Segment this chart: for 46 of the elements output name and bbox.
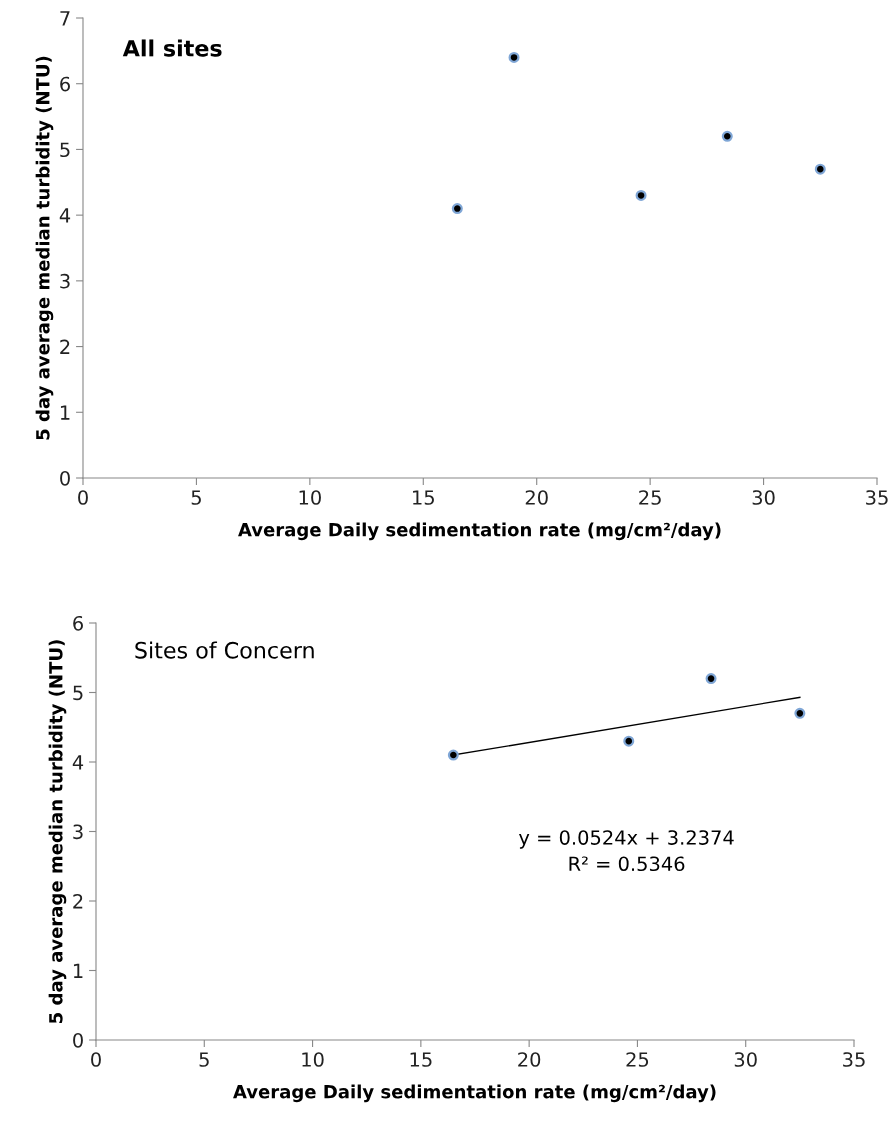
x-tick-label: 0 bbox=[91, 1052, 101, 1067]
x-tick-label: 20 bbox=[518, 1052, 541, 1067]
x-tick-label: 5 bbox=[199, 1052, 209, 1067]
point bbox=[794, 707, 806, 719]
x-tick-label: 15 bbox=[413, 490, 434, 505]
y-tick-label: 1 bbox=[60, 405, 70, 420]
point bbox=[623, 735, 635, 747]
y-tick-label: 5 bbox=[60, 142, 70, 158]
x-axis-title: Average Daily sedimentation rate (mg/cm²/day) bbox=[238, 522, 721, 541]
x-tick-label: 15 bbox=[410, 1052, 432, 1067]
point bbox=[814, 163, 826, 175]
x-tick-label: 5 bbox=[191, 490, 201, 505]
y-axis-title: 5 day average median turbidity (NTU) bbox=[35, 56, 54, 440]
x-tick-label: 25 bbox=[626, 1052, 649, 1067]
text: All sites bbox=[122, 39, 222, 57]
y-tick-label: 4 bbox=[59, 208, 71, 223]
point bbox=[705, 673, 717, 685]
x-axis-title: Average Daily sedimentation rate (mg/cm²/day) bbox=[233, 1084, 716, 1103]
text: Sites of Concern bbox=[135, 641, 314, 659]
y-tick-label: 2 bbox=[73, 893, 83, 909]
y-axis-title: 5 day average median turbidity (NTU) bbox=[48, 640, 67, 1023]
x-tick-label: 20 bbox=[525, 490, 548, 505]
x-tick-label: 10 bbox=[299, 490, 321, 505]
y-tick-label: 0 bbox=[73, 1032, 83, 1048]
x-tick-label: 35 bbox=[843, 1052, 865, 1067]
y-tick-label: 3 bbox=[73, 824, 83, 840]
y-tick-label: 6 bbox=[60, 76, 70, 92]
point bbox=[447, 749, 459, 761]
y-tick-label: 0 bbox=[60, 470, 70, 486]
y-tick-label: 4 bbox=[72, 755, 84, 770]
x-tick-label: 10 bbox=[302, 1052, 324, 1067]
point bbox=[635, 189, 647, 201]
point bbox=[451, 203, 463, 215]
y-tick-label: 5 bbox=[73, 685, 83, 701]
x-tick-label: 25 bbox=[639, 490, 661, 505]
x-tick-label: 30 bbox=[752, 490, 775, 505]
y-tick-label: 7 bbox=[60, 11, 70, 26]
y-tick-label: 2 bbox=[60, 339, 70, 354]
annotation: y = 0.0524x + 3.2374 R² = 0.5346 bbox=[518, 830, 734, 872]
x-tick-label: 30 bbox=[734, 1052, 757, 1067]
x-tick-label: 35 bbox=[866, 490, 888, 505]
y-tick-label: 6 bbox=[73, 615, 83, 631]
point bbox=[721, 130, 733, 142]
y-tick-label: 1 bbox=[73, 963, 83, 978]
y-tick-label: 3 bbox=[60, 273, 70, 289]
point bbox=[508, 51, 520, 63]
